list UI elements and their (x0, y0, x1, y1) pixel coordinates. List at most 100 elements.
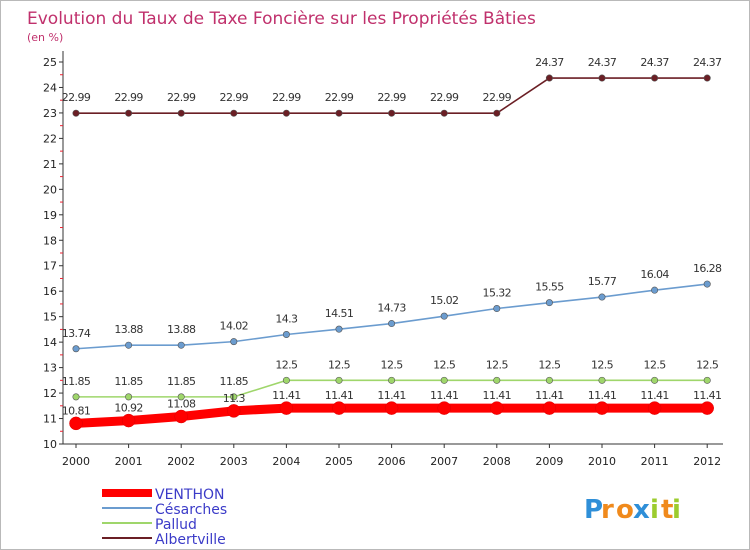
data-point (125, 109, 133, 117)
chart-subtitle: (en %) (27, 31, 63, 44)
data-label: 11.41 (640, 389, 669, 402)
data-point (440, 312, 448, 320)
data-point (125, 341, 133, 349)
data-point (177, 109, 185, 117)
x-tick-label: 2003 (220, 455, 248, 468)
data-point (230, 338, 238, 346)
logo-letter: i (672, 495, 681, 525)
x-tick-label: 2001 (115, 455, 143, 468)
x-tick-label: 2008 (483, 455, 511, 468)
data-point (230, 393, 238, 401)
logo-letter: P (584, 495, 603, 525)
data-label: 24.37 (640, 56, 669, 69)
y-tick-label: 11 (43, 413, 57, 426)
legend-label: VENTHON (155, 487, 224, 503)
y-ticks: 10 11 12 13 14 15 16 17 18 19 20 21 22 23 24 25 (43, 56, 63, 451)
logo-letter: i (650, 495, 659, 525)
data-label: 22.99 (114, 91, 143, 104)
data-label: 22.99 (167, 91, 196, 104)
data-point (647, 401, 662, 415)
data-point (703, 74, 711, 82)
data-label: 15.55 (535, 281, 564, 294)
data-point (388, 109, 396, 117)
data-point (177, 393, 185, 401)
x-tick-label: 2005 (325, 455, 353, 468)
data-label: 15.02 (430, 294, 459, 307)
x-tick-label: 2010 (588, 455, 616, 468)
logo-letter: o (616, 495, 634, 525)
logo-letter: r (601, 495, 614, 525)
data-label: 12.5 (275, 358, 298, 371)
data-label: 22.99 (483, 91, 512, 104)
x-tick-label: 2012 (693, 455, 721, 468)
data-label: 12.5 (328, 358, 351, 371)
data-point (282, 109, 290, 117)
logo-letter: t (661, 495, 673, 525)
series-pallud: 11.85 11.85 11.85 11.85 12.5 12.5 12.5 12.5 12.5… (62, 358, 719, 401)
data-label: 11.41 (325, 389, 354, 402)
data-label: 11.85 (62, 375, 91, 388)
data-label: 14.3 (275, 312, 298, 325)
series-albertville: 22.99 22.99 22.99 22.99 22.99 22.99 22.99 22.99… (62, 56, 723, 117)
data-point (651, 376, 659, 384)
data-label: 15.77 (588, 275, 617, 288)
x-tick-label: 2000 (62, 455, 90, 468)
data-label: 13.88 (114, 323, 143, 336)
data-point (72, 345, 80, 353)
data-point (493, 376, 501, 384)
data-point (493, 305, 501, 313)
y-tick-label: 18 (43, 234, 57, 247)
data-label: 10.81 (62, 404, 91, 417)
data-point (72, 393, 80, 401)
y-tick-label: 14 (43, 336, 57, 349)
y-tick-label: 15 (43, 311, 57, 324)
data-point (388, 376, 396, 384)
data-point (703, 280, 711, 288)
data-point (282, 376, 290, 384)
y-tick-label: 16 (43, 285, 57, 298)
legend-label: Pallud (155, 517, 197, 533)
data-label: 11.85 (167, 375, 196, 388)
y-tick-label: 17 (43, 260, 57, 273)
data-label: 11.41 (588, 389, 617, 402)
data-point (332, 401, 346, 415)
data-label: 11.41 (535, 389, 564, 402)
series-venthon: 10.81 10.92 11.08 11.3 11.41 11.41 11.41 11.41 1… (62, 389, 722, 431)
data-point (282, 330, 290, 338)
y-tick-label: 12 (43, 387, 57, 400)
x-ticks: 2000 2001 2002 2003 2004 2005 2006 2007 2008 2009… (62, 444, 721, 468)
data-label: 12.5 (486, 358, 509, 371)
data-point (177, 341, 185, 349)
data-label: 24.37 (535, 56, 564, 69)
data-label: 15.32 (483, 287, 512, 300)
data-label: 13.74 (62, 327, 91, 340)
x-tick-label: 2009 (535, 455, 563, 468)
data-point (598, 74, 606, 82)
data-label: 11.41 (430, 389, 459, 402)
data-point (440, 109, 448, 117)
series-csarches: 13.74 13.88 13.88 14.02 14.3 14.51 14.73 15.02 1… (62, 262, 723, 353)
data-point (174, 409, 188, 424)
data-point (545, 376, 553, 384)
data-point (651, 286, 659, 294)
data-point (72, 109, 80, 117)
data-label: 24.37 (588, 56, 617, 69)
data-point (279, 401, 294, 415)
y-tick-label: 13 (43, 362, 57, 375)
data-label: 16.28 (693, 262, 722, 275)
axes (62, 51, 723, 445)
x-tick-label: 2004 (272, 455, 300, 468)
proxiti-logo: Pr o x i ti (584, 495, 681, 525)
data-point (335, 325, 343, 333)
data-label: 22.99 (220, 91, 249, 104)
data-label: 14.02 (220, 320, 249, 333)
data-point (545, 74, 553, 82)
data-point (700, 401, 714, 415)
legend-label: Césarches (155, 502, 227, 518)
data-label: 14.73 (377, 302, 406, 315)
y-tick-label: 19 (43, 209, 57, 222)
data-point (384, 401, 399, 415)
data-point (651, 74, 659, 82)
